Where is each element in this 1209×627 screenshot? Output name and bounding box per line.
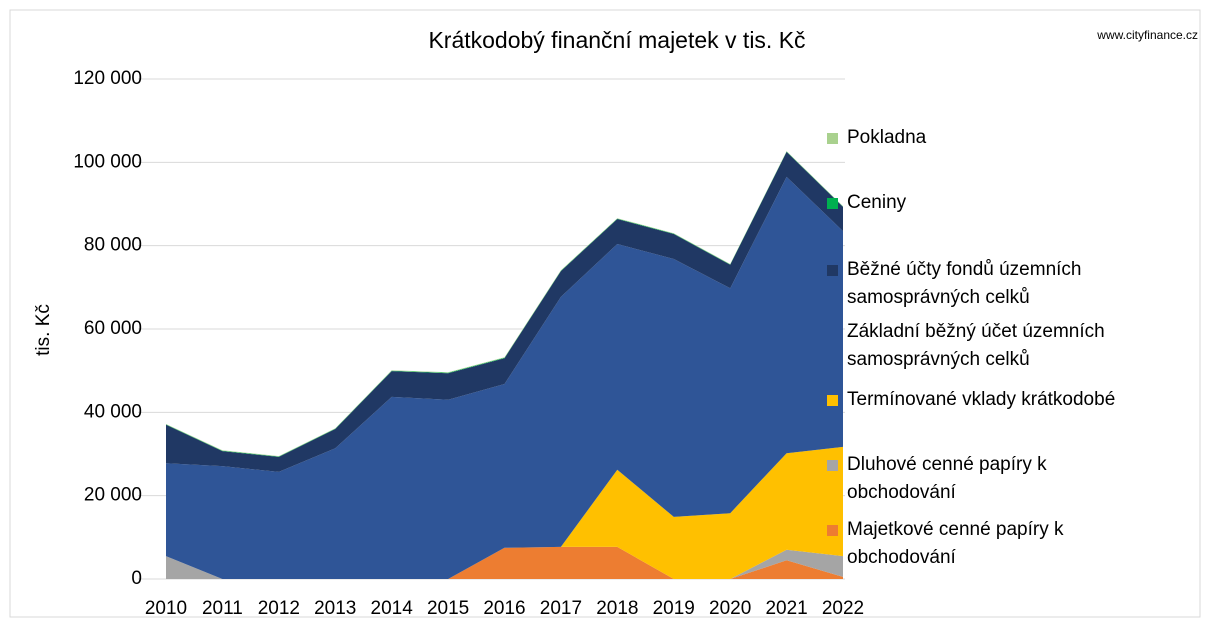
y-axis-label: tis. Kč <box>33 304 54 356</box>
x-tick-label: 2012 <box>258 598 300 619</box>
legend-item: Běžné účty fondů územních samosprávných … <box>827 256 1147 312</box>
legend-swatch <box>827 327 838 338</box>
y-tick-label: 0 <box>131 568 142 589</box>
legend-item: Termínované vklady krátkodobé <box>827 386 1209 414</box>
source: www.cityfinance.cz <box>1096 28 1198 42</box>
legend-item: Pokladna <box>827 124 1209 152</box>
y-tick-label: 40 000 <box>84 401 142 422</box>
legend-swatch <box>827 525 838 536</box>
y-tick-label: 20 000 <box>84 485 142 506</box>
x-tick-label: 2010 <box>145 598 187 619</box>
legend-label: Ceniny <box>847 192 907 213</box>
x-tick-label: 2022 <box>822 598 864 619</box>
legend-item: Majetkové cenné papíry k obchodování <box>827 516 1147 572</box>
chart-border <box>9 9 1201 618</box>
area <box>166 176 843 579</box>
x-tick-label: 2017 <box>540 598 582 619</box>
legend-swatch <box>827 265 838 276</box>
area <box>166 546 843 579</box>
legend-label: Pokladna <box>847 127 927 148</box>
legend-item: Základní běžný účet územních samosprávný… <box>827 318 1147 374</box>
area <box>166 151 843 472</box>
x-tick-label: 2013 <box>314 598 356 619</box>
legend-swatch <box>827 395 838 406</box>
legend-label: Dluhové cenné papíry k obchodování <box>847 454 1047 503</box>
legend-swatch <box>827 198 838 209</box>
legend-item: Dluhové cenné papíry k obchodování <box>827 451 1147 507</box>
legend-item: Ceniny <box>827 189 1209 217</box>
area <box>166 446 843 579</box>
x-tick-label: 2015 <box>427 598 469 619</box>
x-tick-label: 2018 <box>596 598 638 619</box>
y-tick-label: 120 000 <box>73 68 142 89</box>
legend-label: Běžné účty fondů územních samosprávných … <box>847 259 1082 308</box>
x-tick-label: 2019 <box>653 598 695 619</box>
legend-swatch <box>827 460 838 471</box>
x-tick-label: 2021 <box>765 598 807 619</box>
legend-label: Základní běžný účet územních samosprávný… <box>847 321 1105 370</box>
legend-swatch <box>827 133 838 144</box>
x-tick-label: 2014 <box>371 598 414 619</box>
x-tick-label: 2011 <box>202 598 243 619</box>
legend-label: Majetkové cenné papíry k obchodování <box>847 519 1064 568</box>
x-tick-label: 2020 <box>709 598 751 619</box>
chart-title: Krátkodobý finanční majetek v tis. Kč <box>428 27 805 53</box>
y-tick-label: 80 000 <box>84 235 142 256</box>
x-tick-label: 2016 <box>483 598 525 619</box>
legend-label: Termínované vklady krátkodobé <box>847 389 1116 410</box>
y-tick-label: 60 000 <box>84 318 142 339</box>
y-tick-label: 100 000 <box>73 151 142 172</box>
